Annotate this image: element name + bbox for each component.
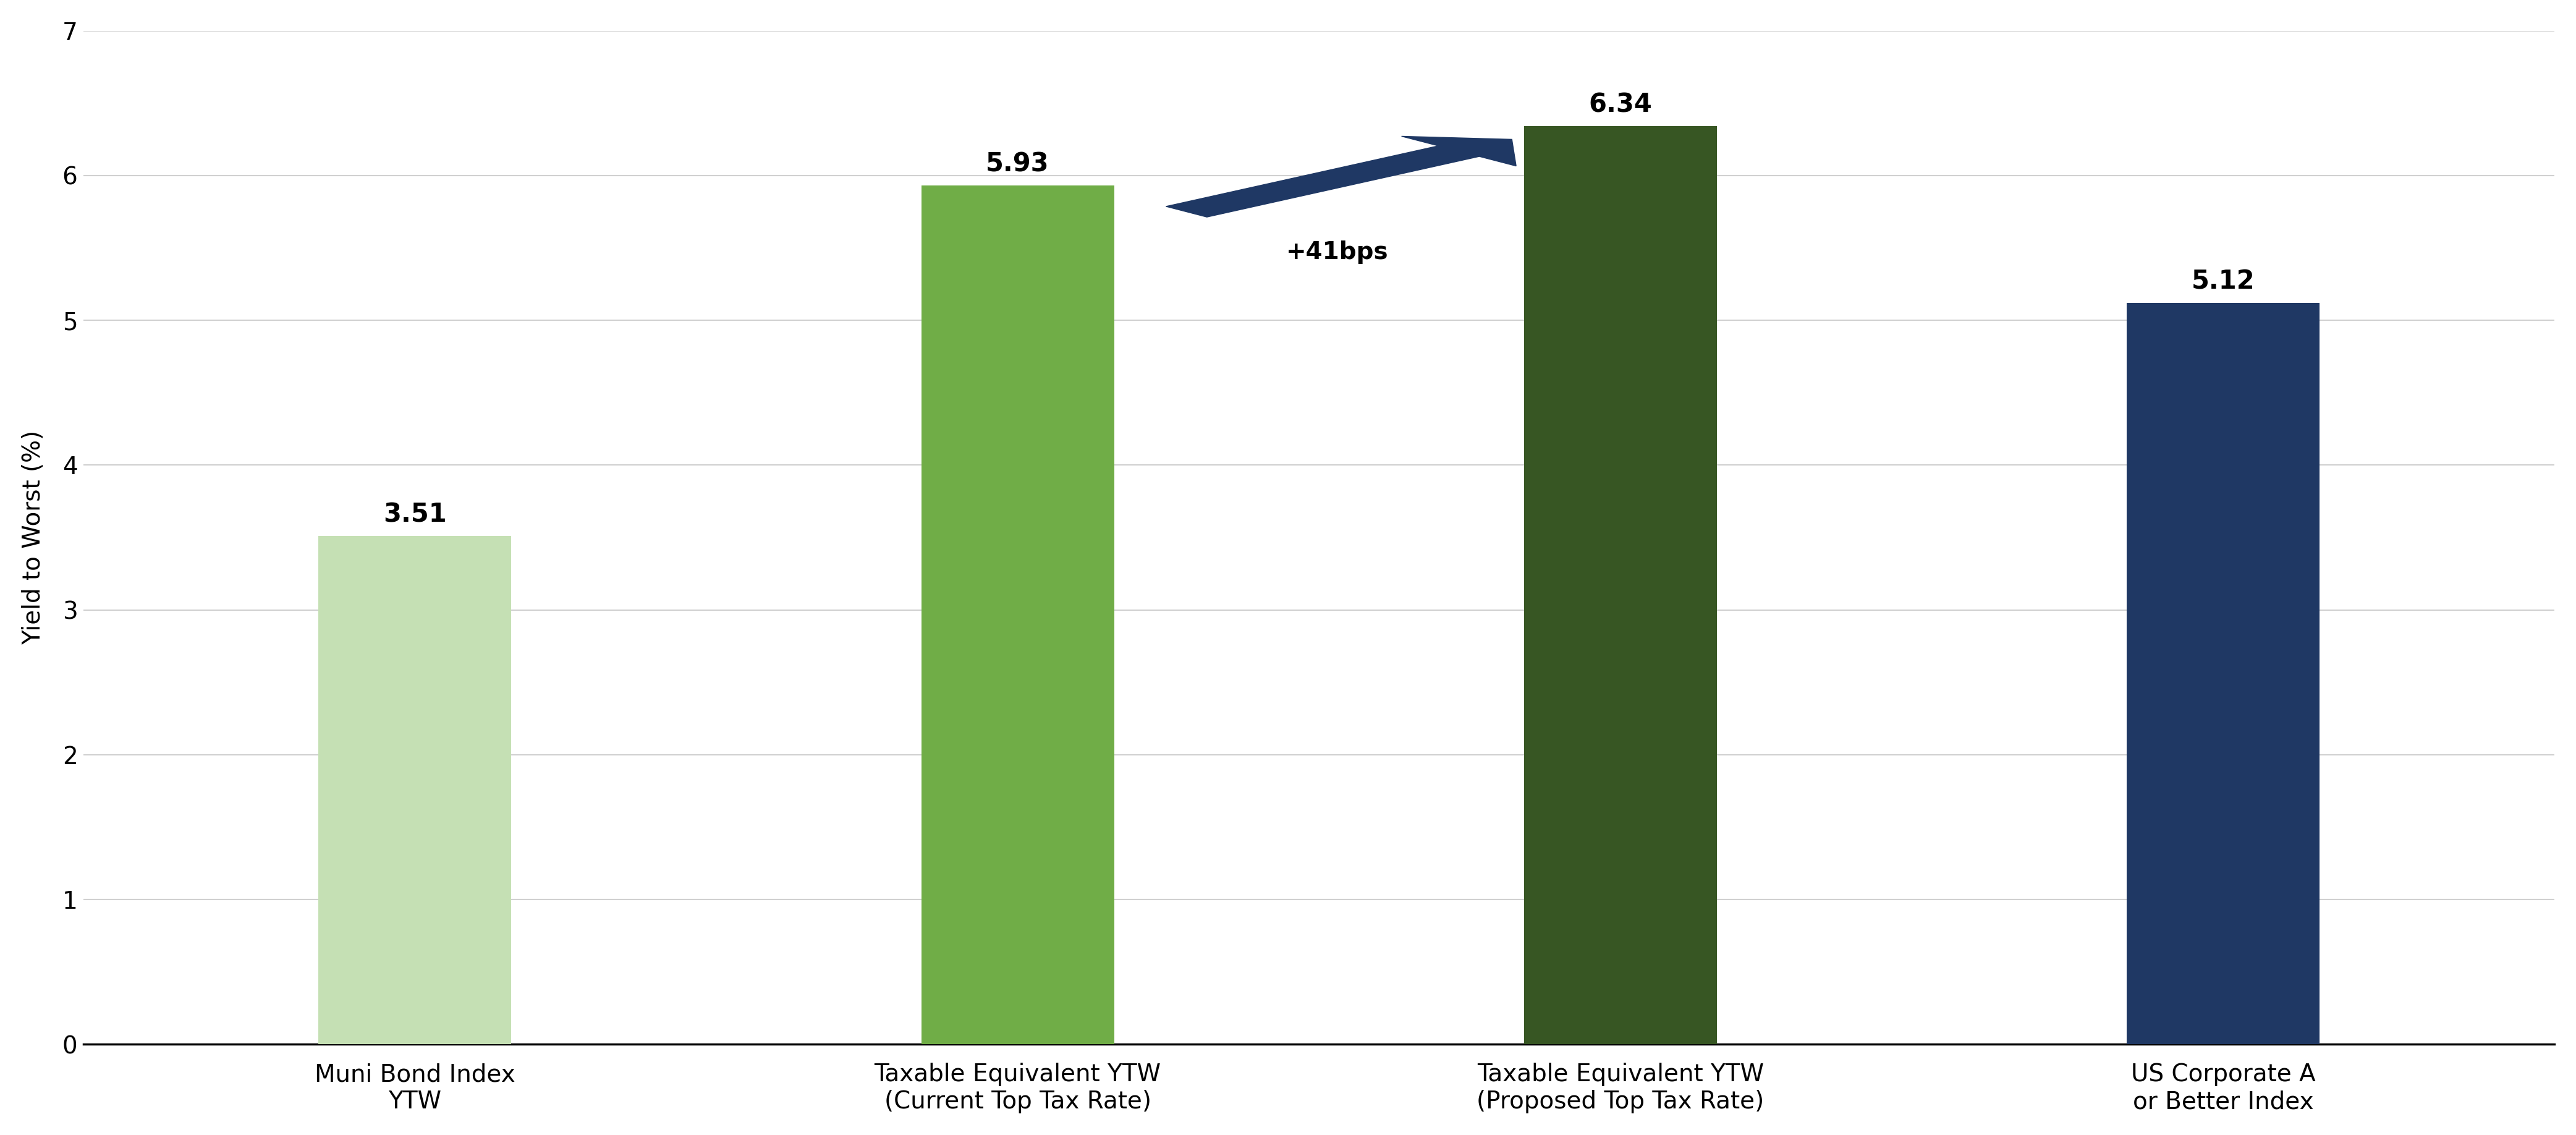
Bar — [1525, 126, 1716, 1044]
Bar — [319, 536, 513, 1044]
Y-axis label: Yield to Worst (%): Yield to Worst (%) — [21, 430, 44, 645]
Text: 5.93: 5.93 — [987, 151, 1048, 177]
Text: 5.12: 5.12 — [2192, 268, 2254, 294]
Text: 6.34: 6.34 — [1589, 92, 1651, 118]
FancyArrow shape — [1167, 136, 1517, 217]
Text: +41bps: +41bps — [1285, 241, 1388, 264]
Text: 3.51: 3.51 — [384, 502, 446, 528]
Bar — [922, 186, 1113, 1044]
Bar — [2128, 303, 2318, 1044]
